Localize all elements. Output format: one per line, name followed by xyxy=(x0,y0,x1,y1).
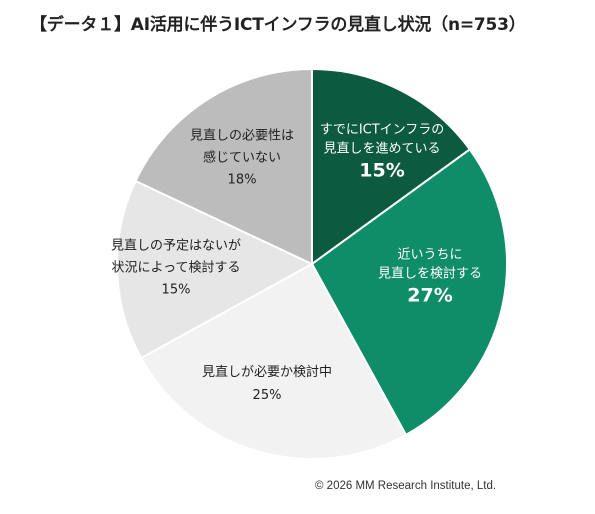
pie-slice-3 xyxy=(139,262,408,460)
slice-value-4: 15% xyxy=(162,283,191,298)
copyright-footer: © 2026 MM Research Institute, Ltd. xyxy=(315,480,497,492)
pie-slice-2 xyxy=(310,147,508,437)
chart-title: 【データ１】AI活用に伴うICTインフラの見直し状況（n=753） xyxy=(30,15,526,35)
slice-value-3: 25% xyxy=(253,388,282,403)
pie-slice-5 xyxy=(134,67,313,266)
slice-label-3-line-1: 見直しが必要か検討中 xyxy=(202,364,332,380)
slice-value-5: 18% xyxy=(228,173,257,188)
slice-label-1-line-1: すでにICTインフラの xyxy=(320,123,445,138)
slice-value-1: 15% xyxy=(359,160,404,182)
slice-label-4-line-1: 見直しの予定はないが xyxy=(111,239,241,254)
slice-label-4-line-2: 状況によって検討する xyxy=(112,260,241,276)
slice-label-2-line-1: 近いうちに xyxy=(397,248,462,263)
pie-slice-1 xyxy=(311,67,472,266)
pie-slice-4 xyxy=(116,179,315,360)
slice-label-1-line-2: 見直しを進めている xyxy=(323,142,440,157)
slice-label-5-line-2: 感じていない xyxy=(203,150,281,166)
slice-label-2-line-2: 見直しを検討する xyxy=(378,266,482,282)
slice-label-5-line-1: 見直しの必要性は xyxy=(190,129,294,144)
slice-value-2: 27% xyxy=(407,285,452,307)
